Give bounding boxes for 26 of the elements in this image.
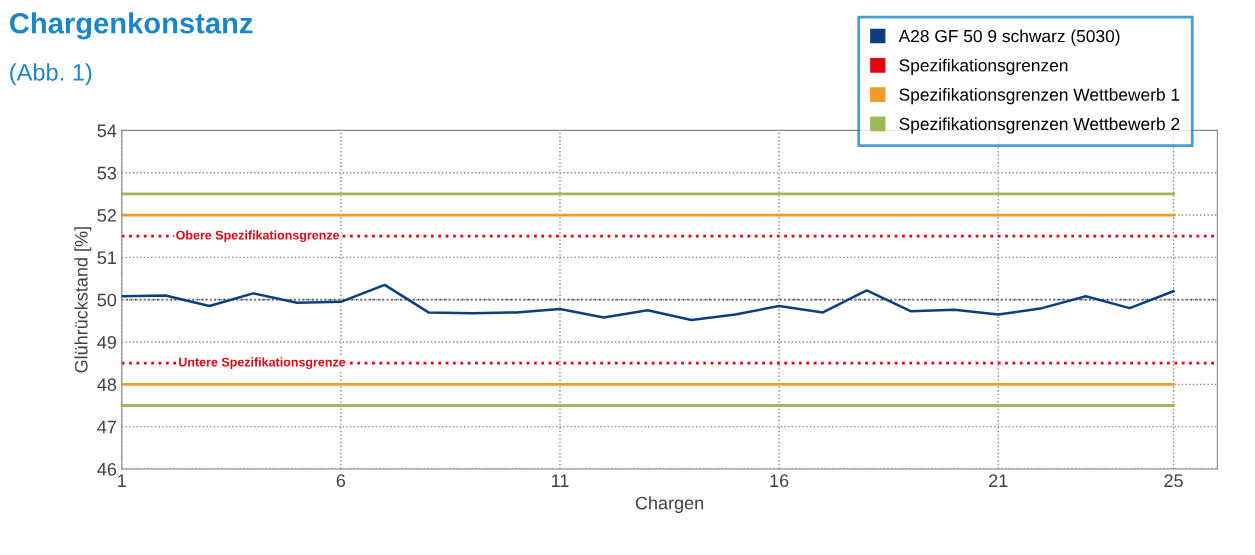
x-tick-label: 16 <box>770 474 789 488</box>
y-tick-label: 51 <box>97 251 116 265</box>
y-tick-label: 52 <box>97 209 116 222</box>
x-tick-label: 1 <box>118 474 126 487</box>
chart-title: Chargenkonstanz <box>9 12 253 40</box>
annotation: Untere Spezifikationsgrenze <box>179 357 346 370</box>
y-tick-label: 49 <box>97 335 117 349</box>
x-tick-label: 25 <box>1164 474 1183 488</box>
y-axis-title: Glührückstand [%] <box>74 227 92 373</box>
legend-label: Spezifikationsgrenzen Wettbewerb 1 <box>899 88 1180 105</box>
x-tick-label: 21 <box>989 474 1008 487</box>
x-tick-label: 6 <box>336 474 346 488</box>
y-tick-label: 53 <box>97 166 117 180</box>
legend-label: Spezifikationsgrenzen Wettbewerb 2 <box>899 117 1180 134</box>
legend-label: A28 GF 50 9 schwarz (5030) <box>898 29 1120 46</box>
y-tick-label: 47 <box>97 420 116 434</box>
y-tick-label: 46 <box>97 462 117 476</box>
y-tick-label: 48 <box>97 378 117 392</box>
y-tick-label: 54 <box>97 124 117 138</box>
legend-label: Spezifikationsgrenzen <box>899 58 1068 75</box>
x-axis-title: Chargen <box>635 496 703 514</box>
chart-subtitle: (Abb. 1) <box>10 63 92 86</box>
x-tick-label: 11 <box>551 474 569 487</box>
y-tick-label: 50 <box>97 293 117 307</box>
annotation: Obere Spezifikationsgrenze <box>176 230 340 243</box>
line-series <box>121 283 1175 322</box>
